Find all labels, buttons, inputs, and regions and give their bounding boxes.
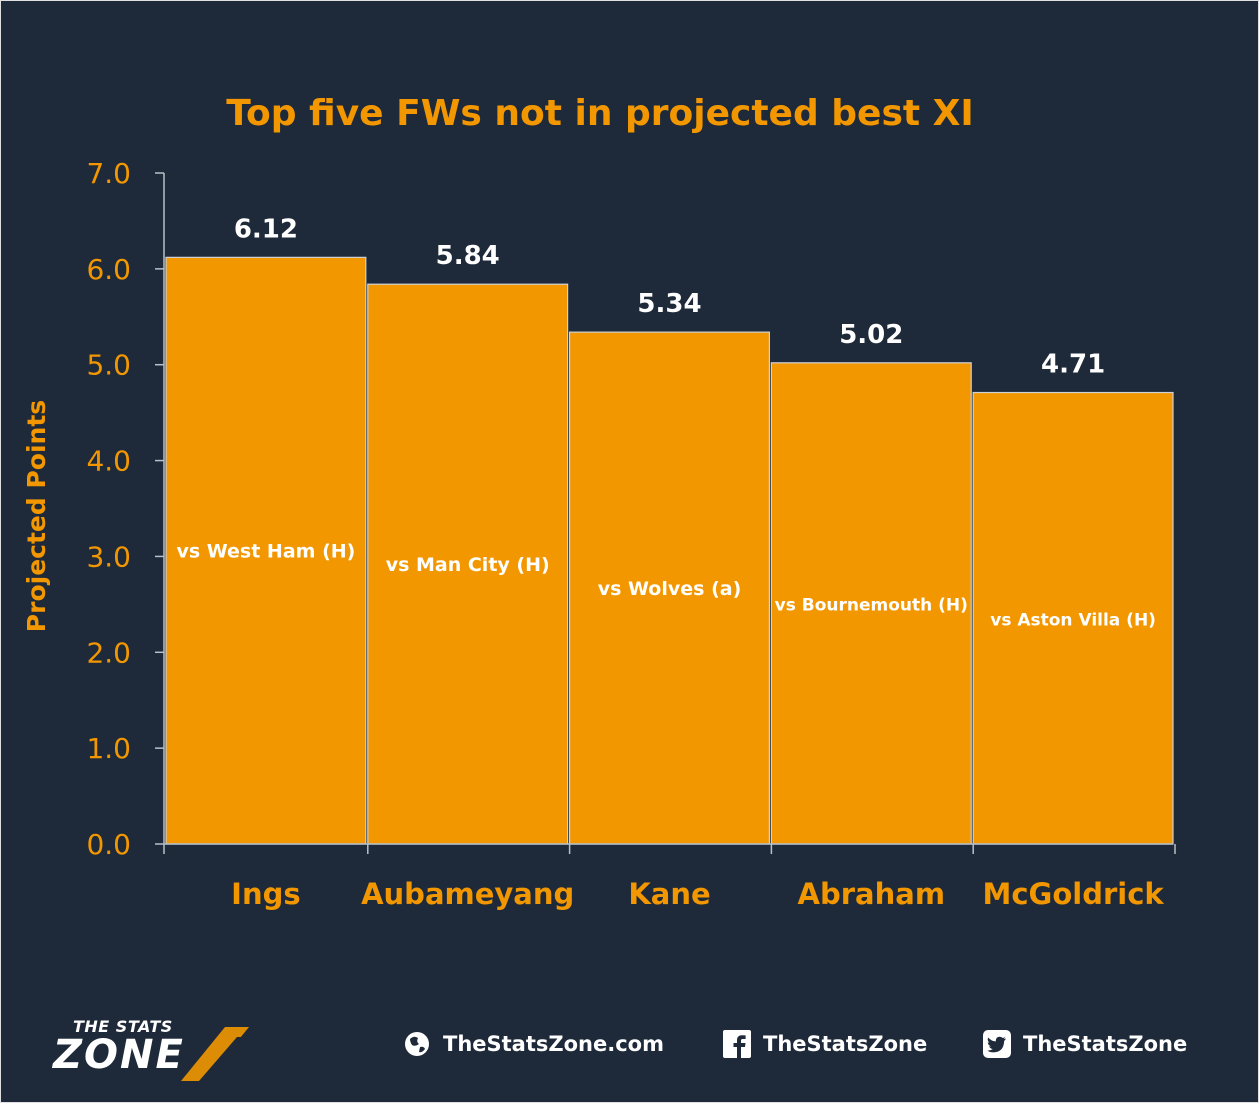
value-label: 5.02 bbox=[839, 320, 903, 350]
logo-swoosh-icon bbox=[181, 1027, 249, 1081]
y-tick-label: 5.0 bbox=[86, 349, 131, 382]
globe-icon bbox=[401, 1029, 433, 1059]
y-tick-label: 1.0 bbox=[86, 732, 131, 765]
y-tick-label: 2.0 bbox=[86, 636, 131, 669]
x-category-label: McGoldrick bbox=[982, 877, 1164, 911]
website-link[interactable]: TheStatsZone.com bbox=[401, 1029, 664, 1059]
stats-zone-logo: THE STATS ZONE bbox=[49, 1015, 279, 1085]
x-category-label: Aubameyang bbox=[361, 877, 574, 911]
fixture-label: vs West Ham (H) bbox=[176, 541, 355, 563]
y-tick-label: 3.0 bbox=[86, 540, 131, 573]
value-label: 5.84 bbox=[436, 241, 500, 271]
fixture-label: vs Wolves (a) bbox=[598, 578, 742, 600]
bar-abraham bbox=[770, 362, 972, 845]
fixture-label: vs Bournemouth (H) bbox=[775, 595, 968, 615]
logo-main-text: ZONE bbox=[53, 1032, 185, 1078]
facebook-icon bbox=[721, 1029, 753, 1059]
facebook-text: TheStatsZone bbox=[763, 1032, 928, 1056]
fixture-label: vs Man City (H) bbox=[386, 554, 550, 576]
website-text: TheStatsZone.com bbox=[443, 1032, 664, 1056]
bar-mcgoldrick bbox=[972, 391, 1174, 845]
twitter-link[interactable]: TheStatsZone bbox=[981, 1029, 1187, 1059]
twitter-icon bbox=[981, 1029, 1013, 1059]
bar-chart: Top five FWs not in projected best XI Pro… bbox=[22, 93, 1176, 911]
value-label: 5.34 bbox=[637, 289, 701, 319]
y-axis-label: Projected Points bbox=[22, 400, 51, 632]
x-category-label: Abraham bbox=[798, 877, 946, 911]
bar-ings bbox=[165, 256, 367, 845]
facebook-link[interactable]: TheStatsZone bbox=[721, 1029, 927, 1059]
chart-title: Top five FWs not in projected best XI bbox=[226, 93, 974, 134]
y-tick-label: 0.0 bbox=[86, 828, 131, 861]
x-category-label: Kane bbox=[628, 877, 710, 911]
value-label: 4.71 bbox=[1041, 350, 1105, 380]
bar-kane bbox=[568, 331, 770, 845]
logo-top-text: THE STATS bbox=[73, 1017, 173, 1036]
y-tick-label: 6.0 bbox=[86, 253, 131, 286]
x-category-label: Ings bbox=[231, 877, 300, 911]
value-label: 6.12 bbox=[234, 214, 298, 244]
footer: THE STATS ZONE TheStatsZone.com TheStats… bbox=[1, 1001, 1258, 1091]
twitter-text: TheStatsZone bbox=[1023, 1032, 1188, 1056]
y-tick-label: 4.0 bbox=[86, 445, 131, 478]
bar-aubameyang bbox=[367, 283, 569, 845]
y-tick-label: 7.0 bbox=[86, 157, 131, 190]
fixture-label: vs Aston Villa (H) bbox=[990, 610, 1156, 630]
